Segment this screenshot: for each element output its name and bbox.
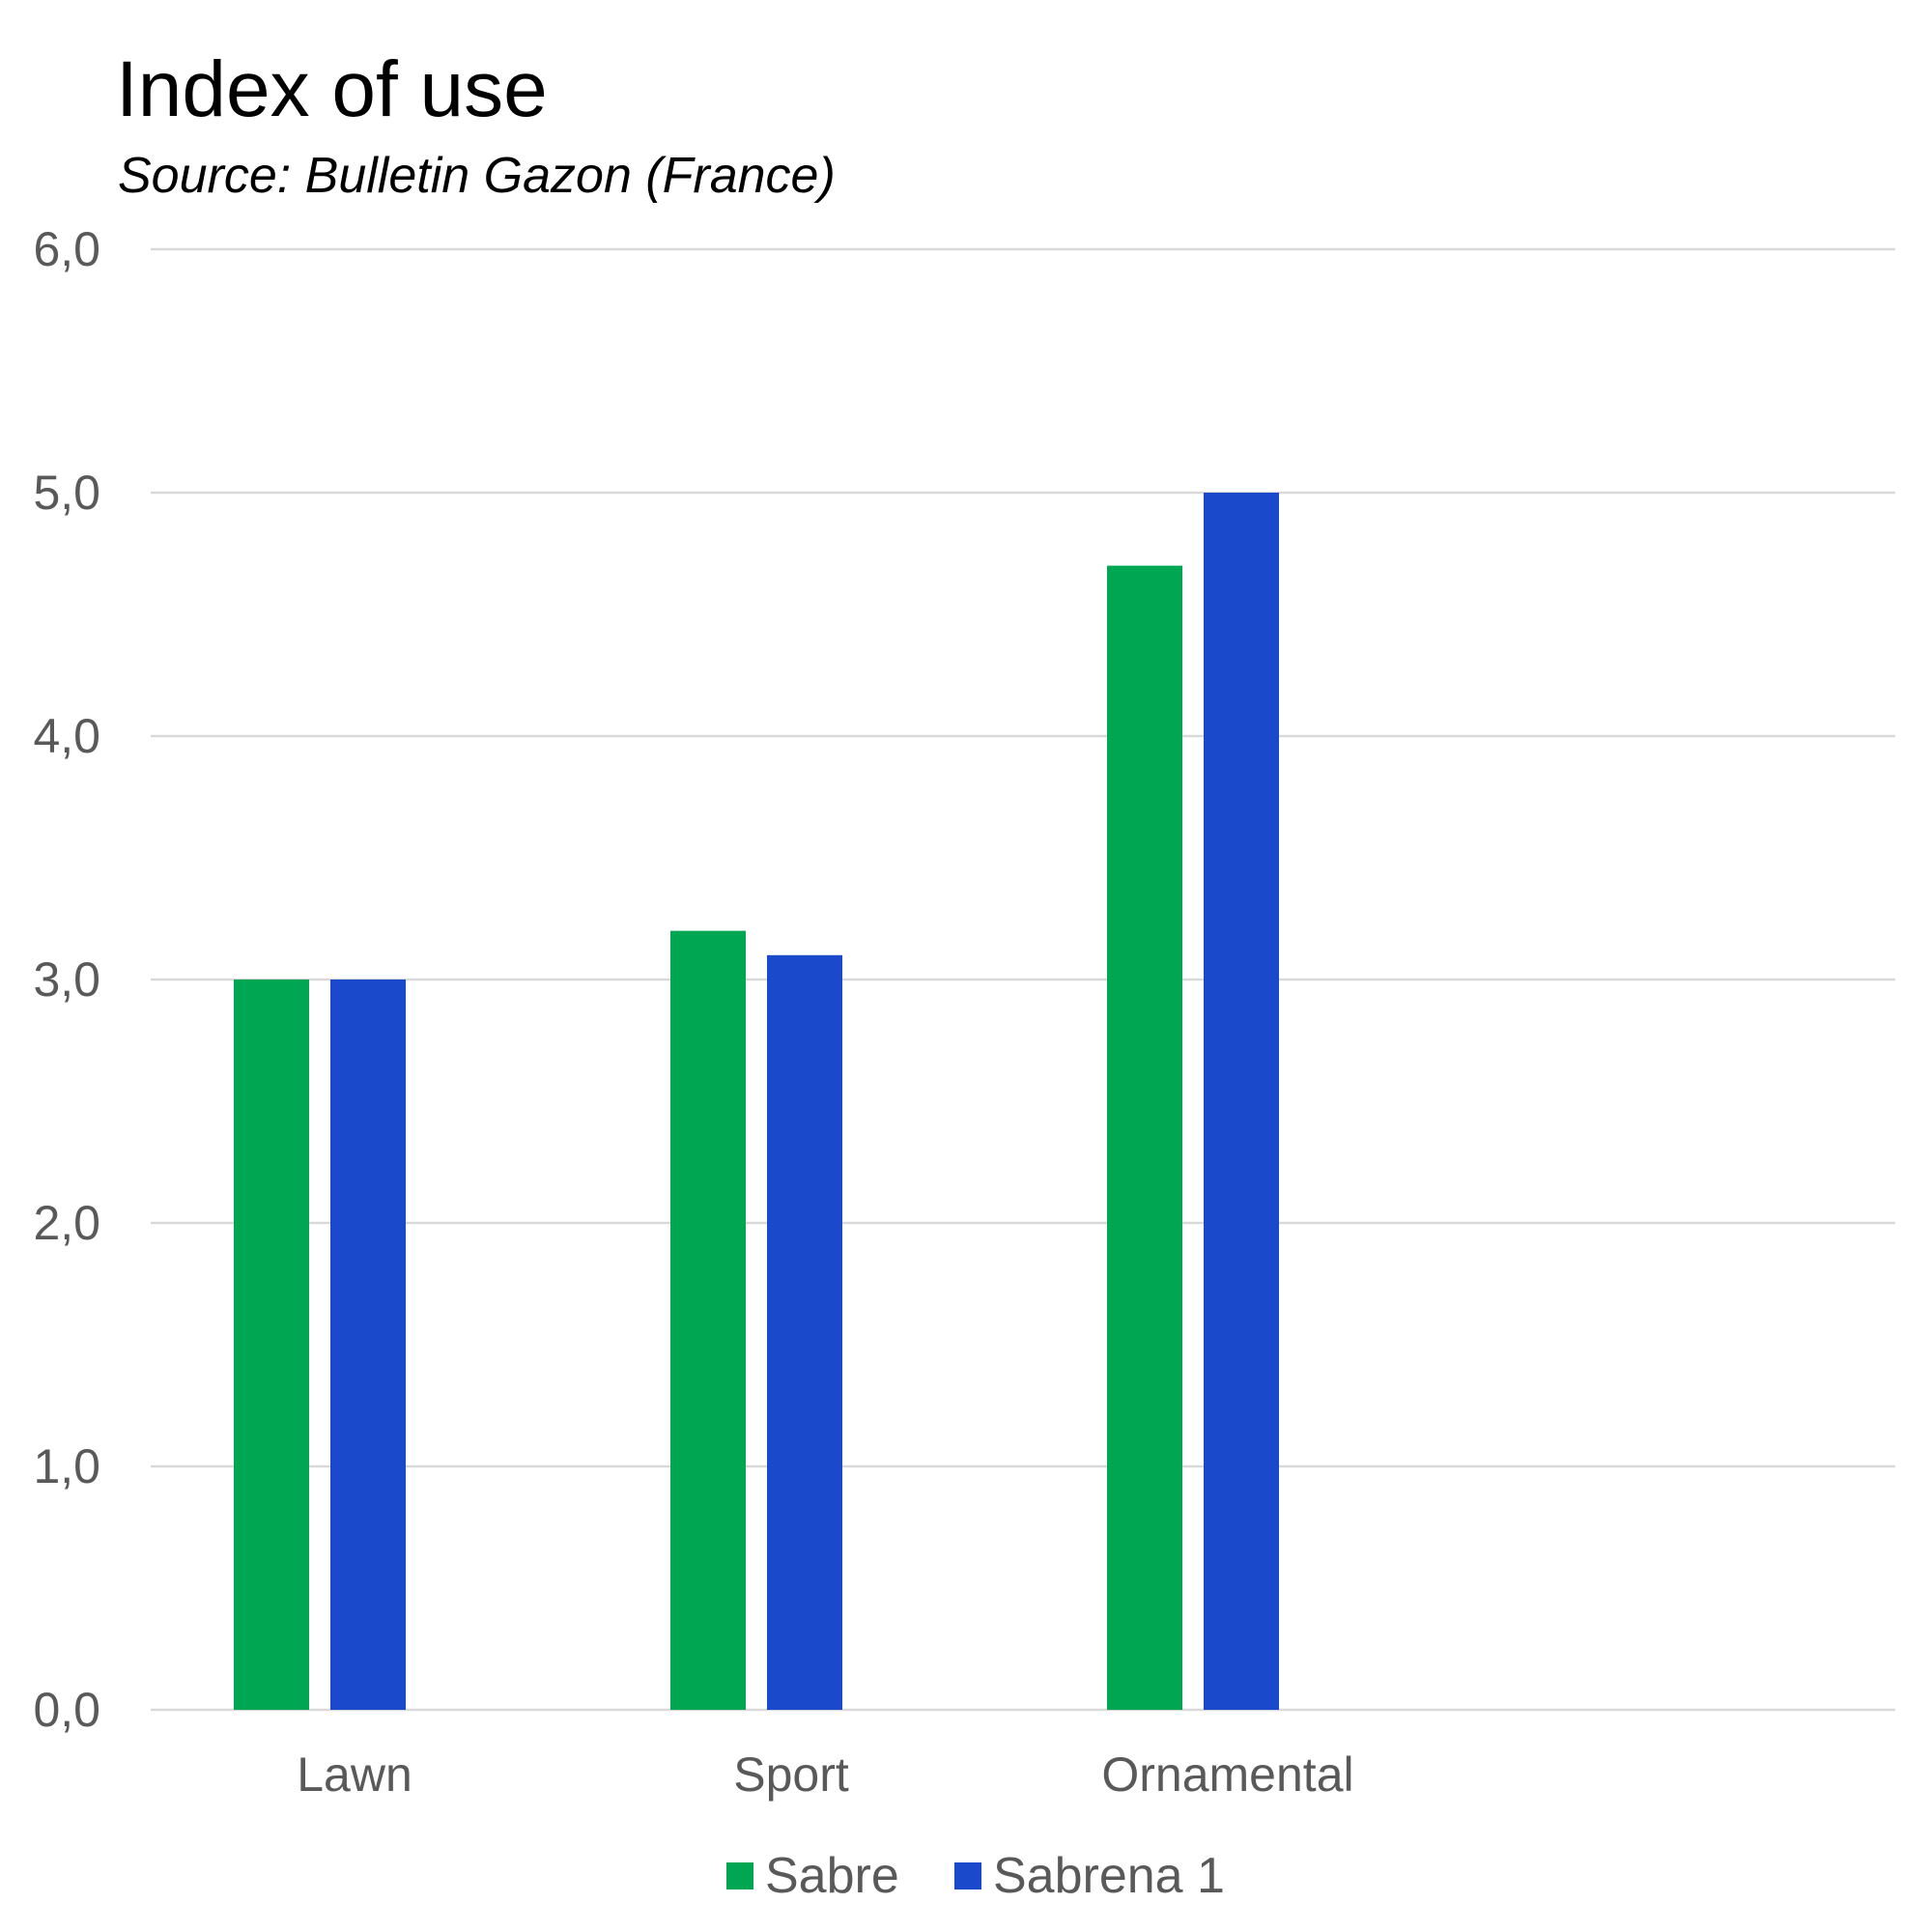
y-tick-label: 2,0 bbox=[33, 1196, 100, 1250]
gridlines bbox=[151, 247, 1895, 1712]
legend: Sabre Sabrena 1 bbox=[726, 1848, 1225, 1904]
y-tick-label: 5,0 bbox=[33, 466, 100, 520]
x-tick-label: Sport bbox=[733, 1747, 849, 1802]
chart-subtitle: Source: Bulletin Gazon (France) bbox=[118, 148, 836, 204]
bars bbox=[234, 493, 1279, 1710]
y-tick-label: 4,0 bbox=[33, 709, 100, 763]
bar-sabrena-1-ornamental bbox=[1204, 493, 1279, 1710]
y-tick-label: 1,0 bbox=[33, 1439, 100, 1493]
legend-swatch bbox=[954, 1862, 981, 1889]
y-tick-label: 0,0 bbox=[33, 1683, 100, 1737]
y-tick-label: 6,0 bbox=[33, 222, 100, 276]
x-axis-ticks: Lawn Sport Ornamental bbox=[297, 1747, 1353, 1802]
bar-sabre-lawn bbox=[234, 980, 309, 1710]
bar-sabre-sport bbox=[670, 930, 746, 1710]
legend-swatch bbox=[726, 1862, 753, 1889]
y-tick-label: 3,0 bbox=[33, 952, 100, 1007]
legend-label: Sabrena 1 bbox=[993, 1848, 1225, 1904]
legend-label: Sabre bbox=[765, 1848, 899, 1904]
bar-sabre-ornamental bbox=[1107, 565, 1182, 1710]
bar-sabrena-1-lawn bbox=[330, 980, 406, 1710]
x-tick-label: Ornamental bbox=[1101, 1747, 1353, 1802]
bar-sabrena-1-sport bbox=[767, 954, 842, 1710]
chart-title: Index of use bbox=[116, 45, 548, 133]
x-tick-label: Lawn bbox=[297, 1747, 412, 1802]
y-axis-ticks: 0,0 1,0 2,0 3,0 4,0 5,0 6,0 bbox=[33, 222, 100, 1737]
